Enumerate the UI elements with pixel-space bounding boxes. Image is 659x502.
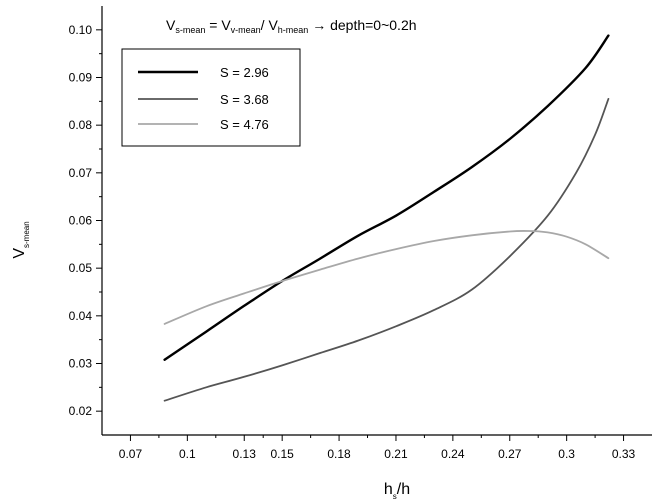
legend: S = 2.96 S = 3.68 S = 4.76 <box>121 48 301 147</box>
x-tick-label: 0.1 <box>179 447 196 461</box>
legend-label-s368: S = 3.68 <box>220 92 269 107</box>
series-line-2 <box>163 229 610 325</box>
annotation-eq: = V <box>205 17 231 33</box>
x-tick-label: 0.21 <box>384 447 408 461</box>
y-axis-label: Vs-mean <box>11 221 31 258</box>
annotation-v: V <box>166 17 176 33</box>
x-tick-label: 0.24 <box>441 447 465 461</box>
y-tick-label: 0.06 <box>69 214 93 228</box>
x-axis-label-main: h <box>384 481 393 498</box>
x-tick-label: 0.33 <box>612 447 636 461</box>
x-tick-label: 0.27 <box>498 447 522 461</box>
y-tick-label: 0.08 <box>69 118 93 132</box>
x-axis-ticks: 0.07 0.1 0.13 0.15 0.18 0.21 0.24 0.27 0.3 0.33 <box>119 435 636 461</box>
series-lines <box>163 34 610 402</box>
legend-label-s296: S = 2.96 <box>220 65 269 80</box>
y-tick-label: 0.02 <box>69 404 93 418</box>
series-line-1 <box>163 98 610 402</box>
y-tick-label: 0.04 <box>69 309 93 323</box>
x-tick-label: 0.15 <box>270 447 294 461</box>
y-tick-label: 0.09 <box>69 71 93 85</box>
series-line-0 <box>163 34 610 361</box>
x-axis-label: hs/h <box>384 481 410 501</box>
annotation-rest: → depth=0~0.2h <box>308 17 416 33</box>
x-tick-label: 0.07 <box>119 447 143 461</box>
chart-annotation: Vs-mean = Vv-mean/ Vh-mean → depth=0~0.2… <box>166 17 417 35</box>
svg-text:Vs-mean: Vs-mean <box>11 221 31 258</box>
y-tick-label: 0.10 <box>69 23 93 37</box>
x-tick-label: 0.13 <box>233 447 257 461</box>
legend-label-s476: S = 4.76 <box>220 117 269 132</box>
x-axis-label-sub: s <box>393 492 397 501</box>
x-tick-label: 0.3 <box>558 447 575 461</box>
annotation-v-mean: v-mean <box>231 25 261 35</box>
x-tick-label: 0.18 <box>327 447 351 461</box>
y-tick-label: 0.03 <box>69 357 93 371</box>
annotation-s-mean: s-mean <box>175 25 205 35</box>
y-tick-label: 0.05 <box>69 261 93 275</box>
x-axis-label-suffix: /h <box>397 481 410 498</box>
legend-box <box>121 48 301 147</box>
annotation-h-mean: h-mean <box>278 25 309 35</box>
y-axis-label-main: V <box>11 248 28 259</box>
y-axis-label-sub: s-mean <box>22 221 31 248</box>
y-axis-ticks: 0.02 0.03 0.04 0.05 0.06 0.07 0.08 0.09 0.10 <box>69 23 102 418</box>
y-tick-label: 0.07 <box>69 166 93 180</box>
annotation-slash: / V <box>261 17 279 33</box>
